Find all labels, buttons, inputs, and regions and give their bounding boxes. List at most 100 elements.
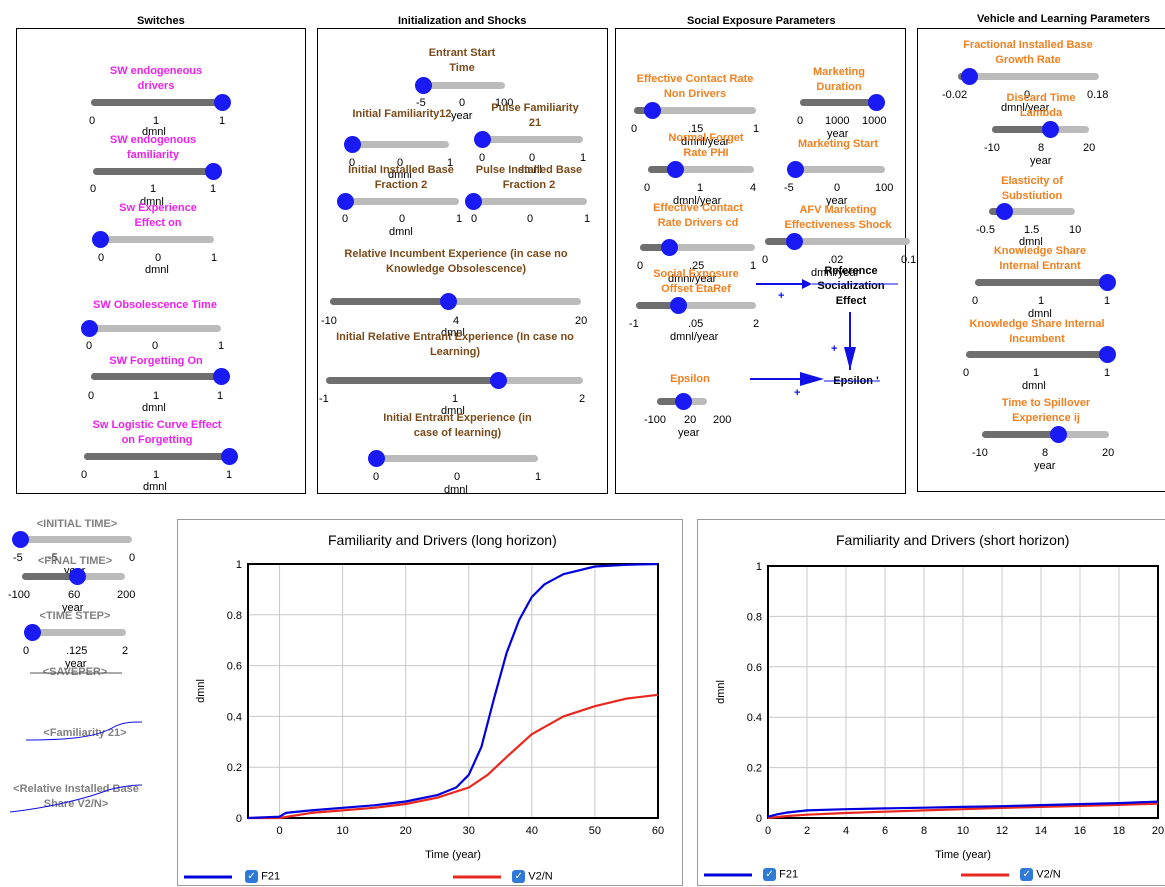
entrant-start-slider[interactable] — [415, 77, 505, 94]
checkbox-v2n[interactable]: ✓ — [512, 870, 526, 883]
discard-time-slider[interactable] — [992, 121, 1089, 138]
unit: dmnl — [441, 405, 465, 417]
slider-knob[interactable] — [344, 136, 361, 153]
normal-forget-slider[interactable] — [648, 161, 754, 178]
frac-ib-growth-slider[interactable] — [958, 68, 1099, 85]
time-step-slider[interactable] — [24, 624, 126, 641]
y-tick-label: 0.4 — [747, 712, 762, 724]
init-panel — [317, 28, 608, 494]
tick-min: 0 — [349, 157, 356, 169]
afv-marketing-slider[interactable] — [765, 233, 910, 250]
slider-knob[interactable] — [214, 94, 231, 111]
slider-knob[interactable] — [644, 102, 662, 119]
slider-knob[interactable] — [337, 193, 354, 210]
slider-knob[interactable] — [12, 531, 29, 548]
slider-knob[interactable] — [1099, 274, 1116, 291]
sw-forgetting-slider[interactable] — [91, 368, 230, 385]
ks-internal-entrant-slider[interactable] — [975, 274, 1116, 291]
slider-knob[interactable] — [1042, 121, 1060, 138]
slider-knob[interactable] — [213, 368, 230, 385]
tick-max: 0.18 — [1087, 89, 1109, 101]
tick-value: .15 — [688, 123, 704, 135]
initial-time-slider[interactable] — [12, 531, 132, 548]
sw-logistic-label: Sw Logistic Curve Effect on Forgetting — [92, 419, 222, 446]
slider-knob[interactable] — [961, 68, 979, 85]
tick-value: 4 — [453, 315, 460, 327]
initial-time-label: <INITIAL TIME> — [36, 518, 118, 530]
slider-knob[interactable] — [474, 131, 491, 148]
sw-logistic-slider[interactable] — [84, 448, 238, 465]
sw-endo-drivers-slider[interactable] — [91, 94, 231, 111]
slider-knob[interactable] — [81, 320, 98, 337]
y-tick-label: 0.8 — [747, 611, 762, 623]
init-rel-ent-exp-slider[interactable] — [326, 372, 583, 389]
slider-knob[interactable] — [1099, 346, 1116, 363]
slider-knob[interactable] — [786, 233, 803, 250]
ecr-non-drivers-slider[interactable] — [634, 102, 756, 119]
initial-fam12-label: Initial Familiarity12 — [352, 108, 452, 120]
slider-knob[interactable] — [221, 448, 238, 465]
slider-knob[interactable] — [490, 372, 508, 389]
slider-knob[interactable] — [787, 161, 804, 178]
checkbox-f21[interactable]: ✓ — [245, 870, 259, 883]
y-tick-label: 0 — [236, 813, 242, 825]
sw-exp-effect-slider[interactable] — [92, 231, 214, 248]
slider-knob[interactable] — [996, 203, 1014, 220]
slider-knob[interactable] — [92, 231, 109, 248]
unit: year — [1034, 460, 1056, 472]
tick-max: 1 — [211, 252, 218, 264]
slider-knob[interactable] — [660, 239, 678, 256]
tick-min: -100 — [644, 414, 667, 426]
tick-min: 0 — [373, 471, 380, 483]
sw-endo-fam-slider[interactable] — [93, 163, 222, 180]
pulse-fam21-slider[interactable] — [474, 131, 583, 148]
sw-obs-time-slider[interactable] — [81, 320, 221, 337]
x-tick-label: 60 — [652, 825, 664, 837]
slider-knob[interactable] — [465, 193, 482, 210]
slider-knob[interactable] — [439, 293, 457, 310]
init-ent-exp-slider[interactable] — [368, 450, 538, 467]
slider-knob[interactable] — [868, 94, 885, 111]
vehicle-panel — [917, 28, 1165, 492]
checkbox-f21[interactable]: ✓ — [763, 868, 777, 881]
final-time-slider[interactable] — [22, 568, 125, 585]
marketing-duration-slider[interactable] — [800, 94, 885, 111]
social-exposure-slider[interactable] — [636, 297, 756, 314]
tick-min: -5 — [13, 552, 23, 564]
marketing-start-slider[interactable] — [787, 161, 885, 178]
slider-knob[interactable] — [1050, 426, 1068, 443]
elasticity-slider[interactable] — [989, 203, 1075, 220]
tick-min: 0 — [972, 295, 979, 307]
sw-exp-effect-label: Sw Experience Effect on — [119, 202, 197, 229]
slider-knob[interactable] — [24, 624, 41, 641]
tick-max: 0.1 — [901, 254, 917, 266]
init-ib-frac2-slider[interactable] — [337, 193, 459, 210]
slider-knob[interactable] — [205, 163, 222, 180]
checkbox-v2n[interactable]: ✓ — [1020, 868, 1034, 881]
slider-knob[interactable] — [368, 450, 385, 467]
ecr-drivers-slider[interactable] — [640, 239, 755, 256]
ks-internal-incumbent-slider[interactable] — [966, 346, 1116, 363]
unit: year — [1030, 155, 1052, 167]
x-tick-label: 8 — [921, 825, 927, 837]
tick-max: 1 — [580, 152, 587, 164]
tick-max: 1 — [218, 340, 225, 352]
slider-knob[interactable] — [415, 77, 432, 94]
tick-max: 2 — [579, 393, 586, 405]
time-spillover-slider[interactable] — [982, 426, 1109, 443]
slider-knob[interactable] — [68, 568, 86, 585]
unit: dmnl — [142, 402, 166, 414]
x-axis-label: Time (year) — [425, 849, 481, 861]
slider-knob[interactable] — [670, 297, 687, 314]
tick-min: -0.5 — [976, 224, 995, 236]
slider-knob[interactable] — [675, 393, 692, 410]
slider-knob[interactable] — [666, 161, 684, 178]
tick-min: 0 — [86, 340, 93, 352]
unit: dmnl — [518, 164, 542, 176]
switches-panel — [16, 28, 306, 494]
epsilon-slider[interactable] — [657, 393, 707, 410]
pulse-ib-frac2-slider[interactable] — [465, 193, 587, 210]
rel-inc-exp-slider[interactable] — [330, 293, 581, 310]
y-tick-label: 0.8 — [227, 610, 242, 622]
initial-fam12-slider[interactable] — [344, 136, 449, 153]
